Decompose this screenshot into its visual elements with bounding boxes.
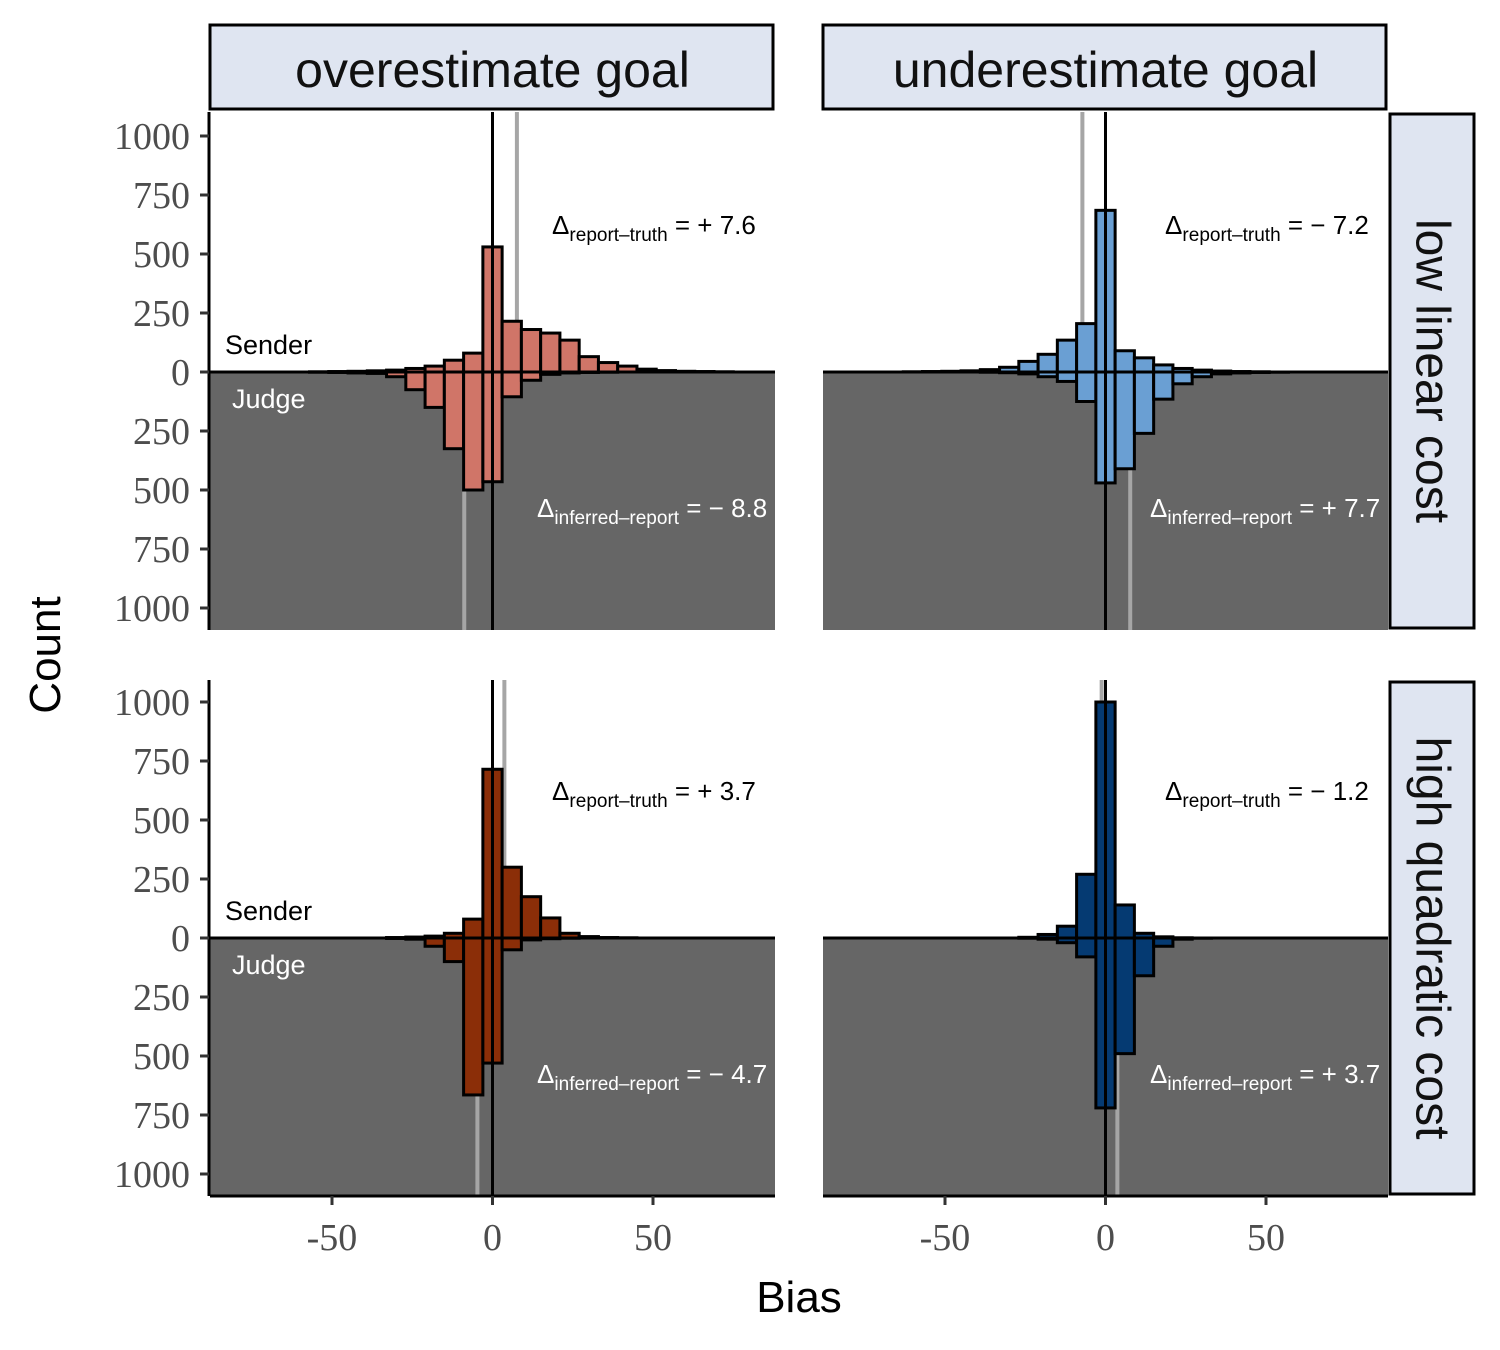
sender-bar xyxy=(1055,924,1079,940)
report-truth-annotation: Δreport–truth = − 1.2 xyxy=(1165,776,1369,812)
y-tick-label: 0 xyxy=(171,352,190,394)
y-tick-label: 500 xyxy=(133,1036,190,1078)
sender-bar xyxy=(519,328,543,374)
y-tick-label: 750 xyxy=(133,175,190,217)
sender-bar xyxy=(1113,903,1136,940)
sender-bar xyxy=(539,916,562,940)
report-truth-annotation: Δreport–truth = − 7.2 xyxy=(1165,210,1369,246)
judge-bar xyxy=(1075,370,1098,403)
sender-bar xyxy=(577,355,600,374)
x-tick-label: -50 xyxy=(920,1217,971,1259)
y-tick-label: 1000 xyxy=(114,1154,190,1196)
sender-bar xyxy=(1075,322,1098,374)
sender-bar xyxy=(1132,356,1156,374)
sender-bar xyxy=(558,338,581,374)
judge-bar xyxy=(442,936,466,964)
judge-bar xyxy=(1132,370,1156,435)
column-strip xyxy=(208,23,775,111)
y-tick-label: 1000 xyxy=(114,588,190,630)
sender-bar xyxy=(500,865,523,940)
y-tick-label: 750 xyxy=(133,529,190,571)
row-strip xyxy=(1388,112,1476,630)
y-tick-label: 500 xyxy=(133,800,190,842)
y-axis-title: Count xyxy=(21,596,70,713)
column-strip-label: underestimate goal xyxy=(893,42,1318,98)
sender-bar xyxy=(1113,349,1136,374)
judge-bar xyxy=(462,370,485,492)
y-tick-label: 500 xyxy=(133,234,190,276)
column-strip-label: overestimate goal xyxy=(295,42,690,98)
x-axis-title: Bias xyxy=(756,1273,842,1322)
sender-bar xyxy=(539,331,562,374)
x-tick-label: 50 xyxy=(1247,1217,1285,1259)
report-truth-annotation: Δreport–truth = + 7.6 xyxy=(552,210,756,246)
judge-label: Judge xyxy=(232,950,306,980)
sender-bar xyxy=(442,358,466,374)
judge-bar xyxy=(1075,936,1098,959)
inferred-report-annotation: Δinferred–report = + 7.7 xyxy=(1150,493,1380,529)
sender-bar xyxy=(462,351,485,374)
row-strip-label: high quadratic cost xyxy=(1406,737,1459,1140)
x-tick-label: 0 xyxy=(483,1217,502,1259)
sender-bar xyxy=(462,917,485,940)
y-tick-label: 250 xyxy=(133,293,190,335)
y-tick-label: 500 xyxy=(133,470,190,512)
inferred-report-annotation: Δinferred–report = − 8.8 xyxy=(537,493,767,529)
sender-label: Sender xyxy=(225,896,312,926)
y-tick-label: 250 xyxy=(133,859,190,901)
sender-bar xyxy=(519,895,543,940)
y-tick-label: 1000 xyxy=(114,682,190,724)
column-strip xyxy=(821,23,1388,111)
judge-bar xyxy=(1152,370,1175,401)
sender-bar xyxy=(1017,359,1040,374)
row-strip xyxy=(1388,680,1476,1196)
judge-bar xyxy=(1113,370,1136,471)
inferred-report-annotation: Δinferred–report = + 3.7 xyxy=(1150,1059,1380,1095)
judge-bar xyxy=(1132,936,1156,978)
sender-bar xyxy=(500,319,523,374)
inferred-report-annotation: Δinferred–report = − 4.7 xyxy=(537,1059,767,1095)
report-truth-annotation: Δreport–truth = + 3.7 xyxy=(552,776,756,812)
y-tick-label: 250 xyxy=(133,977,190,1019)
judge-bar xyxy=(462,936,485,1097)
sender-bar xyxy=(1036,352,1059,374)
judge-bar xyxy=(1113,936,1136,1056)
judge-label: Judge xyxy=(232,384,306,414)
sender-bar xyxy=(1075,872,1098,940)
sender-label: Sender xyxy=(225,330,312,360)
judge-bar xyxy=(423,370,446,409)
y-tick-label: 250 xyxy=(133,411,190,453)
judge-bar xyxy=(500,370,523,399)
judge-bar xyxy=(500,936,523,952)
sender-bar xyxy=(1055,338,1079,374)
judge-bar xyxy=(1171,370,1194,386)
row-strip-label: low linear cost xyxy=(1406,219,1459,523)
judge-bar xyxy=(404,370,427,392)
y-tick-label: 1000 xyxy=(114,116,190,158)
x-tick-label: 0 xyxy=(1096,1217,1115,1259)
y-tick-label: 750 xyxy=(133,741,190,783)
x-tick-label: -50 xyxy=(307,1217,358,1259)
y-tick-label: 750 xyxy=(133,1095,190,1137)
judge-bar xyxy=(442,370,466,451)
x-tick-label: 50 xyxy=(634,1217,672,1259)
y-tick-label: 0 xyxy=(171,918,190,960)
